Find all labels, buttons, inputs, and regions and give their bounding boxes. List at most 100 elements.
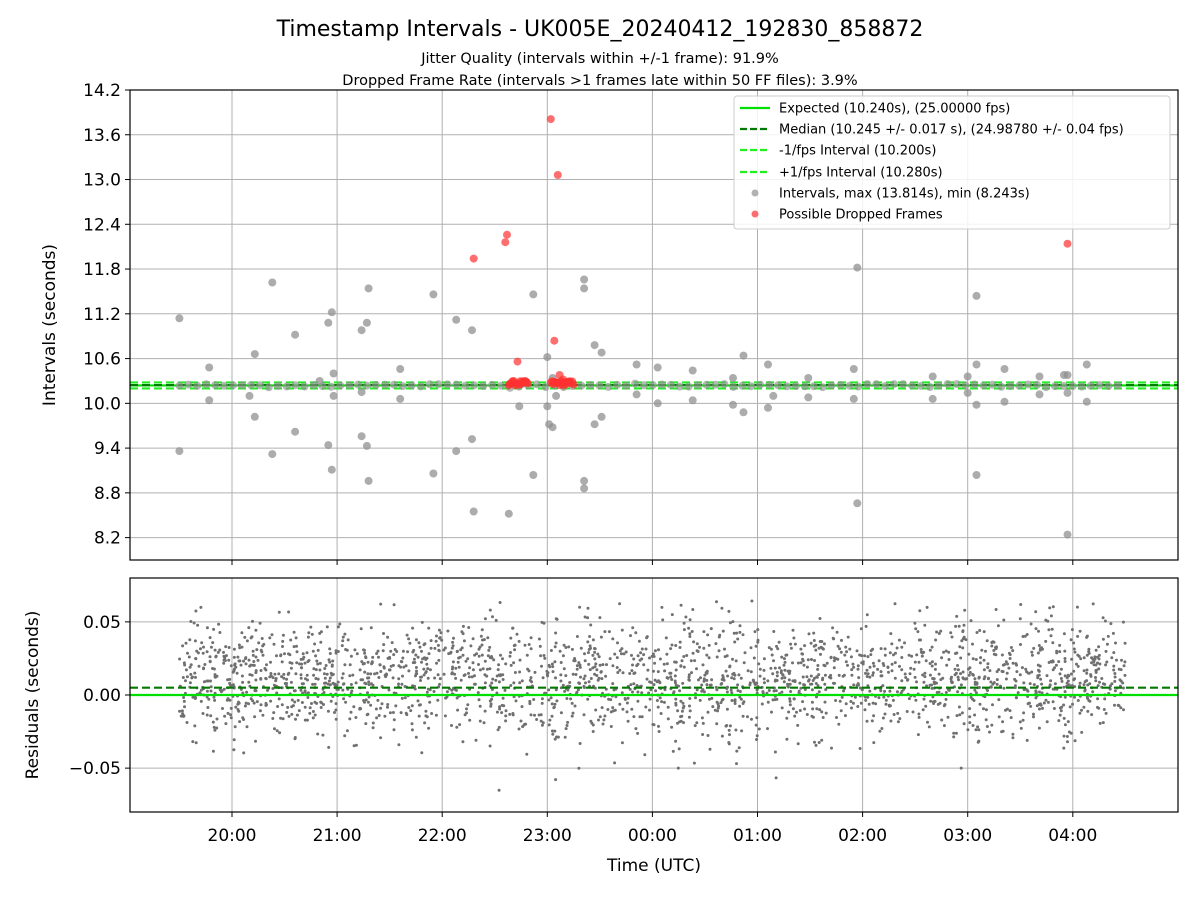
residual-point bbox=[435, 661, 438, 665]
residual-point bbox=[382, 665, 386, 669]
residual-point bbox=[769, 666, 773, 670]
residual-point bbox=[318, 668, 322, 672]
residual-point bbox=[180, 709, 184, 713]
residual-point bbox=[301, 682, 305, 686]
residual-point bbox=[413, 687, 417, 691]
residual-point bbox=[554, 688, 558, 692]
residual-point bbox=[1103, 697, 1107, 701]
residual-point bbox=[648, 680, 652, 684]
residual-point bbox=[837, 722, 841, 726]
residual-point bbox=[709, 627, 713, 631]
residual-point bbox=[663, 688, 667, 692]
residual-point bbox=[189, 620, 193, 623]
residual-point bbox=[1097, 706, 1101, 710]
residual-point bbox=[678, 689, 682, 693]
residual-point bbox=[450, 672, 454, 676]
residual-point bbox=[725, 690, 729, 694]
residual-point bbox=[427, 652, 431, 656]
residual-point bbox=[229, 713, 232, 717]
dropped-frame-point bbox=[569, 380, 578, 389]
interval-point bbox=[613, 380, 622, 389]
interval-point bbox=[250, 412, 259, 421]
residual-point bbox=[471, 637, 475, 641]
residual-point bbox=[561, 654, 565, 658]
residual-point bbox=[662, 700, 666, 704]
residual-point bbox=[285, 710, 289, 714]
residual-point bbox=[366, 660, 370, 664]
residual-point bbox=[1090, 713, 1094, 717]
intervals-points bbox=[175, 263, 1122, 539]
residual-point bbox=[296, 698, 300, 702]
residual-point bbox=[233, 662, 237, 666]
residual-point bbox=[340, 676, 344, 680]
residual-point bbox=[540, 664, 543, 668]
interval-point bbox=[461, 381, 470, 390]
residual-point bbox=[509, 684, 513, 687]
residual-point bbox=[729, 688, 733, 692]
residual-point bbox=[289, 680, 293, 684]
residual-point bbox=[882, 695, 886, 699]
residual-point bbox=[780, 655, 784, 659]
residual-point bbox=[451, 660, 455, 664]
residual-point bbox=[1083, 688, 1087, 692]
residual-point bbox=[1076, 699, 1080, 702]
residual-point bbox=[1049, 679, 1053, 683]
residual-point bbox=[314, 677, 318, 680]
residual-point bbox=[233, 725, 237, 729]
residual-point bbox=[1048, 606, 1052, 610]
dropped-frame-point bbox=[513, 357, 522, 366]
interval-point bbox=[488, 380, 497, 389]
residual-point bbox=[354, 681, 358, 685]
residual-point bbox=[957, 705, 961, 709]
residual-point bbox=[202, 666, 206, 670]
legend-upper-label: +1/fps Interval (10.280s) bbox=[779, 166, 943, 181]
residual-point bbox=[364, 682, 368, 686]
residual-point bbox=[1065, 681, 1069, 685]
interval-point bbox=[972, 400, 981, 409]
residual-point bbox=[909, 666, 913, 670]
residual-point bbox=[438, 636, 442, 640]
residual-point bbox=[547, 663, 551, 667]
residual-point bbox=[796, 742, 800, 746]
residual-point bbox=[547, 723, 551, 727]
residual-point bbox=[820, 710, 824, 714]
residual-point bbox=[483, 709, 487, 713]
residual-point bbox=[411, 684, 415, 688]
residual-point bbox=[741, 714, 745, 718]
residual-point bbox=[401, 674, 404, 678]
residual-point bbox=[1032, 646, 1036, 650]
residual-point bbox=[1057, 719, 1061, 723]
residual-point bbox=[721, 674, 725, 678]
residual-point bbox=[306, 635, 310, 639]
residual-point bbox=[523, 643, 527, 647]
residual-point bbox=[343, 632, 347, 636]
interval-point bbox=[632, 360, 641, 369]
interval-point bbox=[324, 318, 333, 327]
residual-point bbox=[786, 682, 790, 686]
residual-point bbox=[277, 672, 281, 676]
residual-point bbox=[528, 702, 532, 706]
residual-point bbox=[509, 636, 513, 640]
residual-point bbox=[312, 667, 316, 671]
interval-point bbox=[586, 381, 595, 390]
residual-point bbox=[974, 691, 978, 695]
residual-point bbox=[251, 619, 254, 623]
residual-point bbox=[824, 688, 828, 692]
interval-point bbox=[899, 380, 908, 389]
residual-point bbox=[914, 627, 918, 631]
residual-point bbox=[559, 673, 563, 677]
residual-point bbox=[205, 713, 209, 717]
residual-point bbox=[642, 663, 646, 667]
residual-point bbox=[732, 677, 736, 681]
residual-point bbox=[942, 724, 946, 728]
residual-point bbox=[791, 707, 795, 711]
residual-point bbox=[512, 681, 516, 685]
residual-point bbox=[604, 674, 608, 678]
residual-point bbox=[550, 702, 554, 706]
residual-point bbox=[850, 668, 854, 672]
residual-point bbox=[1063, 690, 1067, 694]
residual-point bbox=[586, 697, 590, 701]
residual-point bbox=[861, 660, 865, 664]
residual-point bbox=[325, 672, 329, 676]
residual-point bbox=[1001, 720, 1005, 724]
